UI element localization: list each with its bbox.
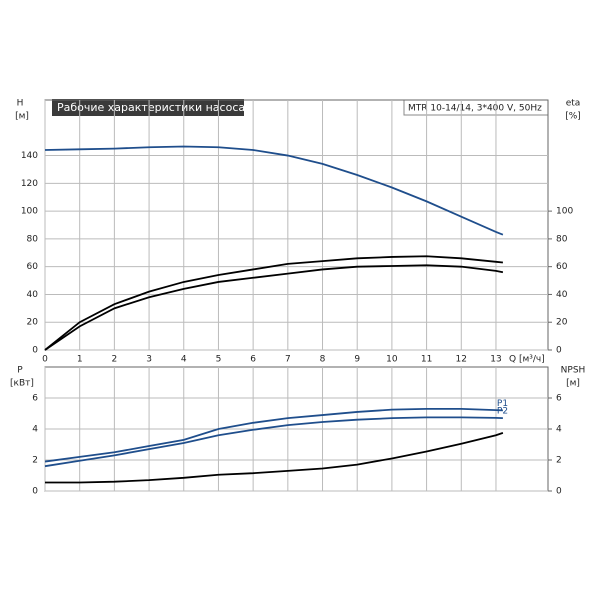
y-tick-label: 20 [27, 318, 39, 328]
x-tick-label: 1 [77, 355, 83, 365]
y-tick-label: 120 [21, 179, 38, 189]
curve-label: P2 [497, 407, 508, 417]
curve [44, 145, 504, 236]
y2-axis-unit: [%] [565, 112, 581, 122]
y2-tick-label: 6 [556, 394, 562, 404]
x-tick-label: 9 [354, 355, 360, 365]
x-tick-label: 12 [456, 355, 467, 365]
x-tick-label: 10 [386, 355, 398, 365]
x-tick-label: 0 [42, 355, 48, 365]
x-tick-label: 7 [285, 355, 291, 365]
y2-axis-label: NPSH [561, 366, 586, 376]
info: MTR 10-14/14, 3*400 V, 50Hz [408, 104, 542, 114]
y-axis-label: H [17, 99, 24, 109]
y2-tick-label: 0 [556, 487, 562, 497]
y2-tick-label: 100 [556, 207, 573, 217]
y-tick-label: 60 [27, 262, 39, 272]
y-tick-label: 0 [32, 487, 38, 497]
y-tick-label: 2 [32, 456, 38, 466]
x-tick-label: 11 [421, 355, 432, 365]
y-tick-label: 140 [21, 151, 38, 161]
plot-area [44, 99, 549, 351]
y-tick-label: 80 [27, 234, 39, 244]
x-tick-label: 5 [216, 355, 222, 365]
y-axis-unit: [кВт] [10, 379, 34, 389]
y2-tick-label: 80 [556, 234, 568, 244]
x-tick-label: 13 [490, 355, 501, 365]
y2-axis-label: eta [566, 99, 581, 109]
curve [44, 416, 503, 468]
x-tick-label: 2 [112, 355, 118, 365]
y2-tick-label: 20 [556, 318, 568, 328]
x-tick-label: 3 [146, 355, 152, 365]
x-tick-label: 6 [250, 355, 256, 365]
y-tick-label: 0 [32, 346, 38, 356]
curve [44, 255, 503, 351]
x-tick-label: 8 [320, 355, 326, 365]
y2-tick-label: 40 [556, 290, 568, 300]
title-box [52, 99, 244, 116]
y2-tick-label: 60 [556, 262, 568, 272]
y-tick-label: 4 [32, 425, 38, 435]
x-axis-label: Q [м³/ч] [509, 355, 545, 365]
chart-title: Рабочие характеристики насоса [57, 101, 245, 114]
curve [45, 432, 504, 484]
y2-tick-label: 0 [556, 346, 562, 356]
y2-axis-unit: [м] [566, 379, 580, 389]
y-tick-label: 100 [21, 207, 38, 217]
x-tick-label: 4 [181, 355, 187, 365]
y2-tick-label: 4 [556, 425, 562, 435]
curve-label: P1 [497, 399, 508, 409]
curve [44, 264, 504, 351]
y-axis-label: P [17, 366, 23, 376]
y2-tick-label: 2 [556, 456, 562, 466]
y-axis-unit: [м] [15, 112, 29, 122]
y-tick-label: 40 [27, 290, 39, 300]
curve [44, 407, 503, 463]
y-tick-label: 6 [32, 394, 38, 404]
